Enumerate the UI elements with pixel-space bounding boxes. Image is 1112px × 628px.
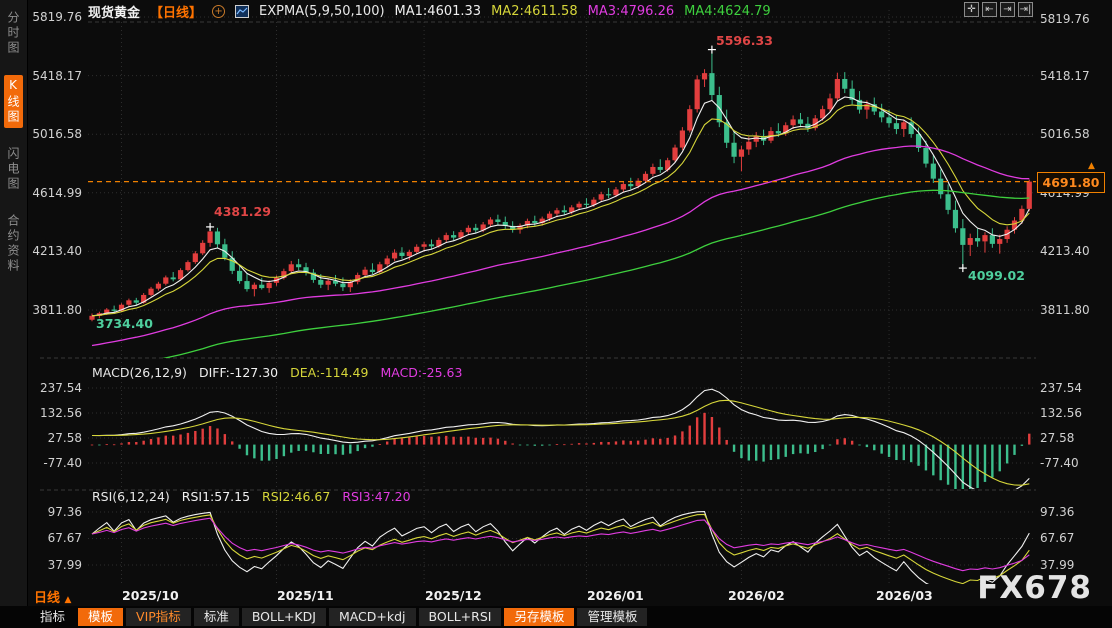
ma1-value: MA1:4601.33 — [394, 3, 482, 19]
tab-boll-rsi[interactable]: BOLL+RSI — [418, 608, 502, 626]
crosshair-icon[interactable]: ✛ — [964, 2, 979, 17]
tab-vip-indicator[interactable]: VIP指标 — [126, 608, 191, 626]
triangle-up-icon: ▲ — [64, 595, 72, 605]
rsi2-value: RSI2:46.67 — [262, 489, 331, 504]
rsi-axis-label: 97.36 — [1040, 505, 1075, 519]
price-up-triangle-icon: ▲ — [1088, 161, 1095, 171]
tab-standard[interactable]: 标准 — [193, 608, 239, 626]
price-axis-label: 5418.17 — [32, 69, 82, 83]
bottom-toolbar: 指标 模板 VIP指标 标准 BOLL+KDJ MACD+kdj BOLL+RS… — [0, 606, 1112, 628]
macd-axis-label: 27.58 — [1040, 431, 1075, 445]
price-axis-label: 3811.80 — [32, 303, 82, 317]
rsi-axis-label: 67.67 — [1040, 531, 1075, 545]
price-axis-label: 5819.76 — [1040, 12, 1090, 26]
macd-axis-label: 237.54 — [40, 381, 82, 395]
price-axis-label: 3811.80 — [1040, 303, 1090, 317]
rsi-axis-label: 97.36 — [47, 505, 82, 519]
period-selector[interactable]: 日线 ▲ — [34, 591, 72, 606]
fx678-watermark: FX678 — [977, 570, 1092, 606]
date-label: 2026/02 — [728, 588, 785, 603]
sidebar-item-lightning-chart[interactable]: 闪电图 — [6, 147, 20, 192]
rsi1-value: RSI1:57.15 — [181, 489, 251, 504]
price-axis-label: 5418.17 — [1040, 69, 1090, 83]
macd-axis-label: 132.56 — [40, 406, 82, 420]
rsi3-value: RSI3:47.20 — [342, 489, 411, 504]
date-label: 2025/11 — [277, 588, 334, 603]
macd-axis-label: -77.40 — [43, 456, 82, 470]
record-high-label: 5596.33 — [716, 33, 773, 48]
macd-dea-value: DEA:-114.49 — [290, 365, 369, 380]
ma4-value: MA4:4624.79 — [684, 3, 771, 19]
tab-save-template[interactable]: 另存模板 — [504, 608, 575, 626]
last-price-badge: 4691.80 — [1037, 172, 1105, 193]
ma3-value: MA3:4796.26 — [587, 3, 675, 19]
macd-diff-value: DIFF:-127.30 — [198, 365, 279, 380]
tab-indicator[interactable]: 指标 — [40, 609, 66, 624]
indicator-name: EXPMA(5,9,50,100) — [259, 3, 385, 19]
rsi-panel-title: RSI(6,12,24) RSI1:57.15 RSI2:46.67 RSI3:… — [92, 489, 411, 504]
sidebar-item-kline-chart[interactable]: K线图 — [4, 75, 23, 128]
macd-panel-title: MACD(26,12,9) DIFF:-127.30 DEA:-114.49 M… — [92, 365, 462, 380]
macd-axis-label: -77.40 — [1040, 456, 1079, 470]
symbol-name: 现货黄金 — [88, 5, 141, 21]
rsi-axis-label: 67.67 — [47, 531, 82, 545]
tab-macd-kdj[interactable]: MACD+kdj — [328, 608, 416, 626]
rsi-axis-label: 37.99 — [1040, 558, 1075, 572]
date-axis: 日线 ▲ 2025/10 2025/11 2025/12 2026/01 202… — [28, 585, 1112, 606]
tab-boll-kdj[interactable]: BOLL+KDJ — [241, 608, 326, 626]
price-axis-label: 5819.76 — [32, 10, 82, 24]
sidebar-item-timeline-chart[interactable]: 分时图 — [6, 11, 20, 56]
tab-manage-template[interactable]: 管理模板 — [577, 608, 648, 626]
ma2-value: MA2:4611.58 — [491, 3, 578, 19]
price-axis-label: 4614.99 — [32, 186, 82, 200]
price-axis-label: 4213.40 — [1040, 244, 1090, 258]
chart-toolbar-icons: ✛ ⇤ ⇥ ⇥| — [964, 2, 1033, 17]
price-axis-label: 5016.58 — [32, 127, 82, 141]
rsi-params: RSI(6,12,24) — [92, 489, 170, 504]
collapse-panel-icon[interactable]: ⇥| — [1018, 2, 1033, 17]
circle-plus-icon[interactable]: + — [212, 4, 226, 18]
swing-high-label: 4381.29 — [214, 204, 271, 219]
start-low-label: 3734.40 — [96, 316, 153, 331]
date-label: 2026/01 — [587, 588, 644, 603]
pan-left-icon[interactable]: ⇤ — [982, 2, 997, 17]
tab-template[interactable]: 模板 — [78, 608, 124, 626]
price-axis-label: 4213.40 — [32, 244, 82, 258]
macd-macd-value: MACD:-25.63 — [380, 365, 463, 380]
indicator-chart-icon[interactable] — [235, 4, 250, 18]
period-label: 【日线】 — [150, 5, 203, 21]
price-axis-label: 5016.58 — [1040, 127, 1090, 141]
chart-header: 现货黄金 【日线】 + EXPMA(5,9,50,100) MA1:4601.3… — [88, 2, 771, 21]
date-label: 2026/03 — [876, 588, 933, 603]
pan-right-icon[interactable]: ⇥ — [1000, 2, 1015, 17]
macd-axis-label: 132.56 — [1040, 406, 1082, 420]
date-label: 2025/12 — [425, 588, 482, 603]
date-label: 2025/10 — [122, 588, 179, 603]
macd-params: MACD(26,12,9) — [92, 365, 187, 380]
sidebar-item-contract-info[interactable]: 合约资料 — [6, 214, 20, 274]
rsi-axis-label: 37.99 — [47, 558, 82, 572]
macd-axis-label: 237.54 — [1040, 381, 1082, 395]
left-sidebar: 分时图 K线图 闪电图 合约资料 — [0, 0, 28, 628]
macd-axis-label: 27.58 — [47, 431, 82, 445]
swing-low-label: 4099.02 — [968, 268, 1025, 283]
